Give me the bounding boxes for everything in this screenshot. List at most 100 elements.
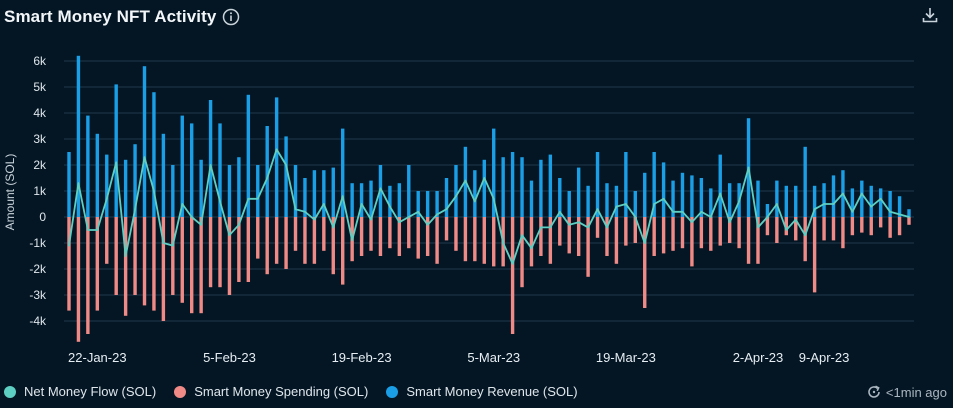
net-flow-point [634, 216, 637, 218]
revenue-bar [359, 183, 364, 217]
spending-bar [510, 217, 515, 334]
revenue-bar [416, 191, 420, 217]
net-flow-point [256, 197, 259, 200]
net-flow-point [540, 226, 542, 229]
net-flow-point [360, 203, 363, 205]
revenue-bar [492, 128, 496, 217]
refresh-status[interactable]: <1min ago [866, 384, 947, 400]
spending-bar [227, 217, 232, 295]
legend-item-net[interactable]: Net Money Flow (SOL) [4, 384, 156, 399]
revenue-bar [605, 183, 609, 217]
net-flow-point [370, 218, 372, 221]
revenue-bar [794, 185, 798, 217]
revenue-bar [567, 191, 571, 217]
spending-bar [312, 217, 317, 264]
net-flow-point [96, 229, 99, 231]
net-flow-point [558, 210, 561, 213]
spending-bar [256, 217, 260, 259]
y-tick-label: 4k [33, 106, 47, 120]
chart-header: Smart Money NFT Activity [4, 4, 240, 30]
net-flow-point [709, 216, 712, 218]
spending-bar [463, 217, 468, 262]
net-flow-point [483, 177, 486, 179]
revenue-bar [482, 159, 486, 217]
revenue-bar [548, 154, 553, 217]
revenue-bar [803, 146, 807, 217]
revenue-bar [680, 172, 685, 217]
revenue-bar [473, 170, 477, 217]
spending-bar [576, 217, 581, 256]
revenue-bar [454, 165, 458, 217]
legend-dot-net [4, 385, 16, 398]
spending-bar [284, 217, 288, 269]
spending-bar [850, 217, 855, 236]
spending-bar [907, 217, 911, 225]
spending-bar [359, 217, 364, 256]
spending-bar [746, 217, 751, 264]
net-flow-point [341, 195, 344, 198]
revenue-bar [189, 123, 194, 217]
revenue-bar [501, 157, 505, 217]
net-flow-point [577, 221, 580, 224]
spending-bar [539, 217, 543, 256]
revenue-bar [350, 183, 354, 217]
net-flow-point [86, 229, 89, 231]
y-tick-label: -2k [29, 262, 47, 276]
spending-bar [718, 217, 722, 246]
revenue-bar [633, 191, 637, 217]
spending-bar [180, 217, 184, 303]
spending-bar [303, 217, 307, 264]
spending-bar [482, 217, 486, 264]
spending-bar [595, 217, 600, 238]
spending-bar [133, 217, 137, 295]
net-flow-point [322, 203, 325, 205]
legend-item-spending[interactable]: Smart Money Spending (SOL) [174, 384, 368, 399]
y-tick-label: 6k [33, 54, 47, 68]
net-flow-point [332, 226, 335, 229]
spending-bar [293, 217, 298, 251]
download-icon[interactable] [921, 6, 939, 24]
spending-bar [331, 217, 335, 275]
net-flow-point [237, 223, 240, 226]
spending-bar [208, 217, 213, 288]
spending-bar [737, 217, 741, 249]
spending-bar [95, 217, 100, 311]
net-flow-point [115, 161, 118, 164]
spending-bar [841, 217, 845, 249]
info-icon[interactable] [222, 8, 240, 26]
spending-bar [123, 217, 128, 316]
grid-lines [64, 60, 914, 322]
spending-bar [690, 217, 694, 267]
revenue-bar [227, 165, 232, 217]
net-flow-point [530, 247, 533, 250]
spending-bar [341, 217, 345, 285]
net-flow-point [643, 242, 646, 244]
y-tick-label: 0 [39, 210, 46, 224]
revenue-bar [614, 185, 619, 217]
refresh-icon[interactable] [866, 384, 882, 400]
spending-bar [152, 217, 156, 311]
net-flow-point [153, 190, 155, 192]
revenue-bar [388, 185, 392, 217]
revenue-bar [718, 154, 722, 217]
spending-bar [189, 217, 194, 314]
spending-bar [812, 217, 817, 293]
revenue-bar [869, 185, 873, 217]
revenue-bar [888, 191, 892, 217]
revenue-bar [652, 152, 656, 217]
revenue-bar [510, 152, 515, 217]
net-flow-point [860, 192, 863, 195]
net-flow-point [285, 164, 287, 166]
spending-bar [878, 217, 883, 228]
net-flow-point [351, 239, 354, 242]
net-flow-point [124, 255, 127, 257]
revenue-bar [690, 175, 694, 217]
legend-item-revenue[interactable]: Smart Money Revenue (SOL) [386, 384, 578, 399]
revenue-bar [643, 172, 647, 217]
x-axis-ticks: 22-Jan-23 5-Feb-23 19-Feb-23 5-Mar-23 19-Mar… [68, 350, 849, 365]
revenue-bar [256, 165, 260, 217]
net-flow-point [68, 244, 70, 247]
revenue-bar [114, 84, 118, 218]
spending-bar [142, 217, 147, 306]
spending-bar [520, 217, 524, 288]
